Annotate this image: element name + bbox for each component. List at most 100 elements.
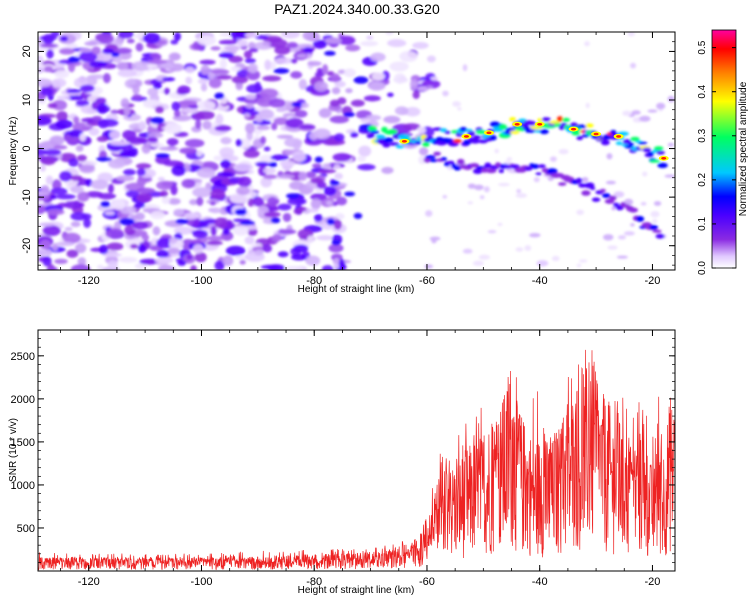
heatmap-cell: [426, 55, 436, 63]
heatmap-cell: [214, 125, 232, 132]
heatmap-cell: [528, 232, 541, 238]
heatmap-cell: [417, 86, 429, 92]
heatmap-cell: [97, 193, 117, 200]
heatmap-cell: [111, 52, 120, 58]
heatmap-cell: [264, 59, 271, 71]
heatmap-cell: [70, 185, 84, 194]
heatmap-cell: [430, 76, 439, 81]
heatmap-cell: [647, 109, 658, 113]
heatmap-cell: [382, 142, 391, 148]
heatmap-cell: [667, 95, 675, 103]
heatmap-cell: [600, 139, 610, 146]
x-tick-label: -20: [644, 275, 660, 287]
heatmap-cell: [350, 131, 359, 138]
heatmap-cell: [161, 77, 176, 82]
heatmap-cell: [329, 115, 350, 124]
heatmap-cell: [569, 122, 578, 128]
heatmap-cell: [515, 193, 528, 198]
heatmap-cell: [389, 142, 400, 146]
heatmap-cell: [274, 45, 291, 55]
heatmap-cell: [141, 143, 151, 154]
heatmap-cell: [366, 35, 374, 40]
heatmap-cell: [38, 204, 46, 215]
heatmap-cell: [272, 233, 282, 242]
heatmap-cell: [307, 235, 315, 244]
heatmap-cell: [78, 48, 93, 53]
heatmap-cell: [168, 237, 178, 244]
heatmap-cell: [254, 249, 264, 256]
heatmap-cell: [96, 156, 112, 162]
heatmap-cell: [418, 155, 427, 165]
heatmap-cell: [520, 123, 529, 128]
heatmap-cell: [154, 257, 174, 264]
heatmap-cell: [142, 99, 161, 106]
heatmap-cell: [649, 159, 661, 163]
heatmap-cell: [579, 259, 588, 263]
heatmap-cell: [277, 203, 292, 211]
heatmap-cell: [462, 64, 468, 72]
heatmap-cell: [316, 67, 323, 74]
heatmap-cell: [38, 62, 44, 69]
heatmap-cell: [245, 122, 255, 134]
heatmap-cell: [73, 116, 80, 124]
heatmap-cell: [537, 122, 543, 126]
heatmap-cell: [167, 198, 181, 205]
heatmap-cell: [591, 197, 601, 202]
heatmap-cell: [267, 196, 278, 207]
heatmap-cell: [652, 219, 658, 224]
heatmap-cell: [314, 214, 323, 222]
heatmap-cell: [277, 229, 297, 235]
heatmap-cell: [300, 102, 310, 109]
heatmap-cell: [255, 161, 270, 167]
heatmap-cell: [331, 239, 341, 246]
heatmap-cell: [622, 110, 632, 116]
heatmap-cell: [184, 138, 205, 148]
heatmap-cell: [433, 151, 441, 156]
heatmap-cell: [343, 68, 356, 78]
heatmap-cell: [132, 221, 149, 230]
heatmap-cell: [209, 201, 216, 206]
heatmap-cell: [258, 166, 268, 177]
heatmap-cell: [571, 127, 577, 131]
heatmap-cell: [171, 165, 186, 176]
colorbar-tick-label: 0.1: [697, 217, 708, 231]
heatmap-cell: [189, 199, 199, 206]
heatmap-cell: [657, 162, 668, 168]
heatmap-cell: [611, 206, 616, 211]
heatmap-cell: [617, 235, 626, 240]
heatmap-cell: [571, 130, 581, 136]
heatmap-cell: [191, 230, 205, 235]
heatmap-cell: [47, 103, 58, 109]
heatmap-cell: [422, 141, 430, 148]
heatmap-cell: [66, 89, 82, 94]
heatmap-cell: [91, 115, 103, 121]
heatmap-cell: [649, 224, 659, 230]
heatmap-cell: [457, 107, 462, 111]
heatmap-cell: [585, 123, 594, 128]
heatmap-cell: [350, 99, 365, 107]
heatmap-cell: [290, 253, 307, 261]
heatmap-cell: [159, 62, 174, 69]
heatmap-cell: [46, 49, 54, 59]
heatmap-cell: [247, 198, 255, 207]
heatmap-cell: [141, 259, 159, 265]
heatmap-cell: [318, 108, 332, 119]
heatmap-cell: [263, 167, 276, 174]
heatmap-cell: [656, 102, 666, 110]
heatmap-cell: [282, 212, 292, 223]
heatmap-cell: [258, 109, 275, 119]
heatmap-cell: [656, 150, 665, 155]
heatmap-cell: [661, 156, 667, 160]
heatmap-cell: [475, 129, 487, 135]
heatmap-cell: [467, 183, 476, 189]
heatmap-cell: [42, 256, 52, 267]
heatmap-cell: [535, 172, 542, 176]
heatmap-cell: [79, 164, 96, 174]
heatmap-cell: [246, 69, 261, 81]
heatmap-cell: [150, 210, 166, 220]
heatmap-cell: [387, 39, 407, 48]
heatmap-cell: [370, 52, 386, 62]
heatmap-cell: [158, 264, 176, 270]
heatmap-cell: [485, 168, 497, 174]
heatmap-cell: [186, 254, 193, 260]
